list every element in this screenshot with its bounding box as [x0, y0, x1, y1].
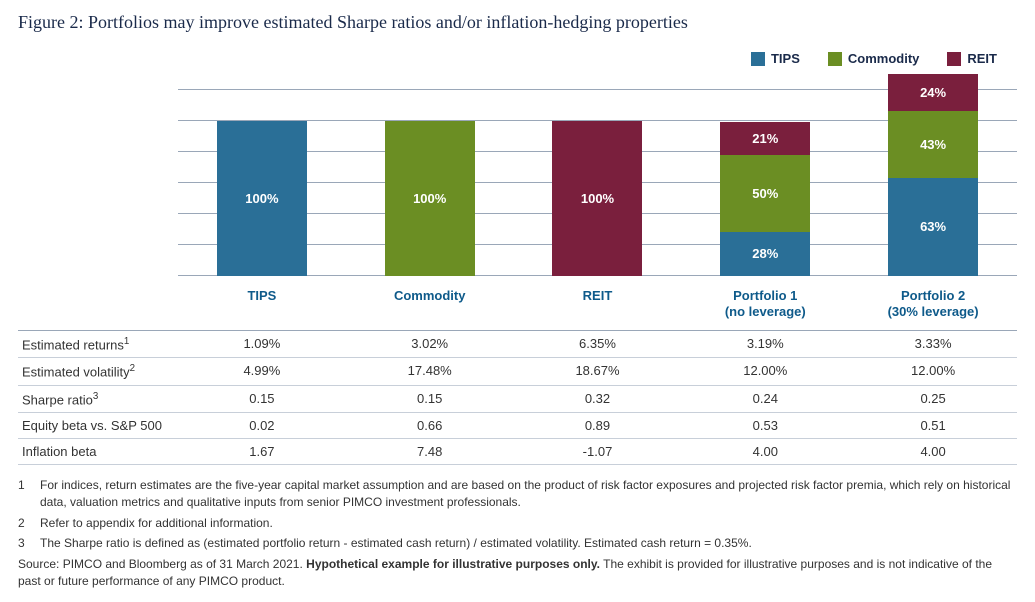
metric-cell: 4.00 [681, 439, 849, 465]
bar-segment-commodity: 43% [888, 111, 978, 178]
table-header-blank [18, 282, 178, 332]
footnote: 3 The Sharpe ratio is defined as (estimat… [18, 535, 1017, 552]
footnote-text: The Sharpe ratio is defined as (estimate… [40, 535, 752, 552]
bar-column: 100% [346, 74, 514, 276]
legend-label: Commodity [848, 51, 920, 66]
figure-title: Figure 2: Portfolios may improve estimat… [18, 12, 1017, 33]
metrics-table: TIPSCommodityREITPortfolio 1(no leverage… [18, 282, 1017, 465]
legend-swatch [947, 52, 961, 66]
legend-label: REIT [967, 51, 997, 66]
footnote-text: For indices, return estimates are the fi… [40, 477, 1017, 511]
legend-label: TIPS [771, 51, 800, 66]
metric-cell: 6.35% [514, 331, 682, 358]
bar-segment-reit: 100% [552, 121, 642, 276]
metric-cell: 18.67% [514, 358, 682, 385]
metric-cell: 0.53 [681, 413, 849, 439]
metric-cell: 17.48% [346, 358, 514, 385]
table-column-header: Commodity [346, 282, 514, 332]
stacked-bar-chart: 100% 100% 100% 28%50%21% 63%43%24% [18, 74, 1017, 276]
metric-cell: 0.15 [346, 386, 514, 413]
metric-cell: 0.02 [178, 413, 346, 439]
source-line: Source: PIMCO and Bloomberg as of 31 Mar… [18, 556, 1017, 590]
metric-cell: 1.09% [178, 331, 346, 358]
footnote-number: 1 [18, 477, 32, 511]
legend-item-tips: TIPS [751, 51, 800, 66]
bar-column: 100% [514, 74, 682, 276]
metric-cell: 0.24 [681, 386, 849, 413]
bar-segment-commodity: 100% [385, 121, 475, 276]
metric-row-label: Inflation beta [18, 439, 178, 465]
metric-row-label: Estimated returns1 [18, 331, 178, 358]
chart-legend: TIPS Commodity REIT [18, 51, 1017, 66]
bar-segment-reit: 24% [888, 74, 978, 111]
metric-cell: 3.33% [849, 331, 1017, 358]
bar-segment-tips: 100% [217, 121, 307, 276]
source-bold: Hypothetical example for illustrative pu… [306, 557, 600, 571]
bar-segment-commodity: 50% [720, 155, 810, 233]
metric-cell: 3.02% [346, 331, 514, 358]
bar-column: 63%43%24% [849, 74, 1017, 276]
metric-cell: 0.15 [178, 386, 346, 413]
legend-swatch [828, 52, 842, 66]
metric-cell: 1.67 [178, 439, 346, 465]
metric-cell: 12.00% [849, 358, 1017, 385]
bar-stack: 100% [217, 121, 307, 276]
metric-row-label: Estimated volatility2 [18, 358, 178, 385]
metric-cell: 0.25 [849, 386, 1017, 413]
metric-cell: 0.51 [849, 413, 1017, 439]
bar-stack: 63%43%24% [888, 74, 978, 275]
footnote-number: 3 [18, 535, 32, 552]
footnote: 2 Refer to appendix for additional inform… [18, 515, 1017, 532]
table-column-header: TIPS [178, 282, 346, 332]
metric-cell: 3.19% [681, 331, 849, 358]
metric-cell: 0.32 [514, 386, 682, 413]
bar-segment-reit: 21% [720, 122, 810, 155]
metric-cell: 4.99% [178, 358, 346, 385]
bar-segment-tips: 63% [888, 178, 978, 276]
footnotes: 1For indices, return estimates are the f… [18, 477, 1017, 590]
table-column-header: REIT [514, 282, 682, 332]
table-column-header: Portfolio 2(30% leverage) [849, 282, 1017, 332]
source-prefix: Source: PIMCO and Bloomberg as of 31 Mar… [18, 557, 306, 571]
footnote: 1For indices, return estimates are the f… [18, 477, 1017, 511]
metric-cell: 7.48 [346, 439, 514, 465]
metric-cell: 12.00% [681, 358, 849, 385]
footnote-text: Refer to appendix for additional informa… [40, 515, 273, 532]
bar-stack: 100% [552, 121, 642, 276]
metric-row-label: Sharpe ratio3 [18, 386, 178, 413]
bar-stack: 100% [385, 121, 475, 276]
table-column-header: Portfolio 1(no leverage) [681, 282, 849, 332]
legend-item-reit: REIT [947, 51, 997, 66]
bar-column: 28%50%21% [681, 74, 849, 276]
metric-cell: 0.89 [514, 413, 682, 439]
metric-row-label: Equity beta vs. S&P 500 [18, 413, 178, 439]
legend-item-commodity: Commodity [828, 51, 920, 66]
footnote-number: 2 [18, 515, 32, 532]
bar-column: 100% [178, 74, 346, 276]
legend-swatch [751, 52, 765, 66]
bar-segment-tips: 28% [720, 232, 810, 275]
metric-cell: 0.66 [346, 413, 514, 439]
metric-cell: 4.00 [849, 439, 1017, 465]
bar-stack: 28%50%21% [720, 122, 810, 275]
metric-cell: -1.07 [514, 439, 682, 465]
